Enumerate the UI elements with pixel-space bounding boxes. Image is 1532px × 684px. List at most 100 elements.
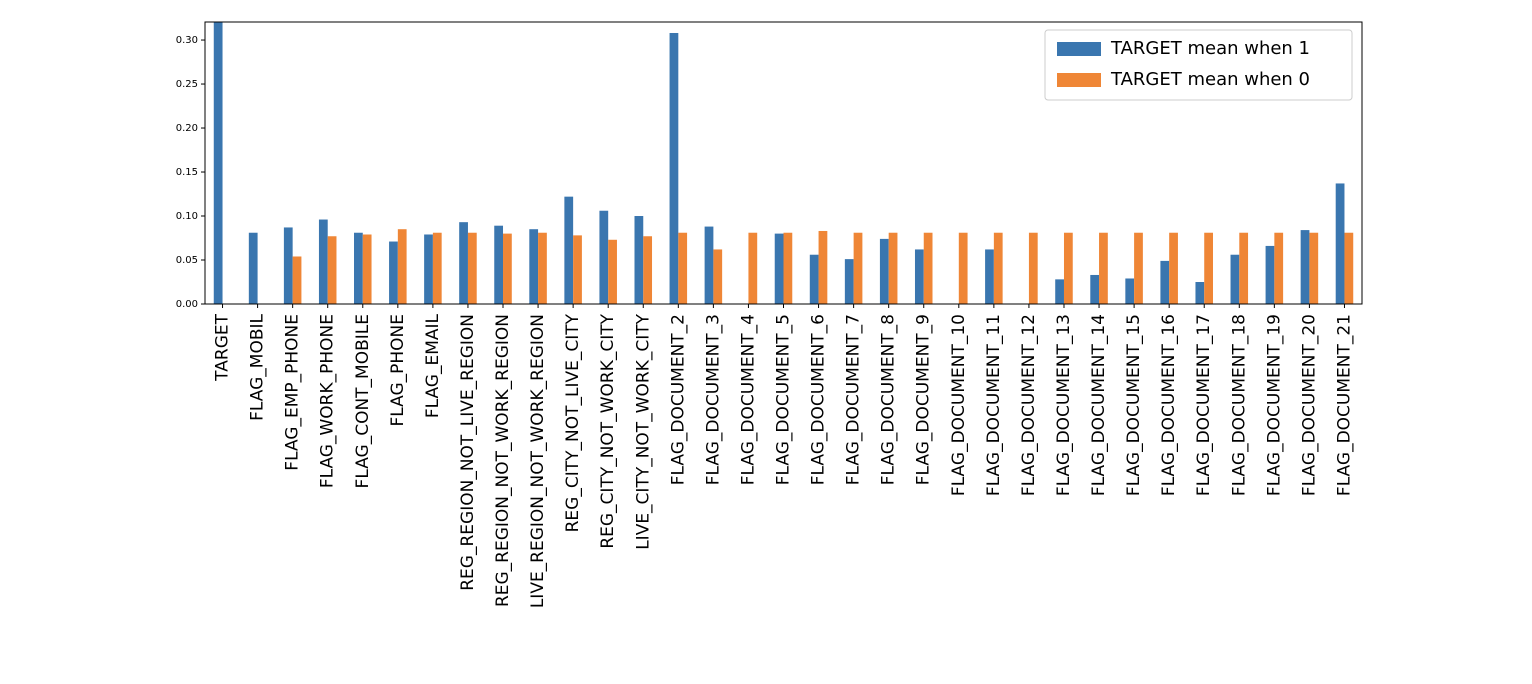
x-tick-label: FLAG_DOCUMENT_5 [774,314,794,485]
bar [634,216,644,304]
y-tick-label: 0.05 [176,255,198,266]
bar [494,225,504,304]
bar [467,232,477,304]
bar [213,22,223,304]
x-tick-label: FLAG_DOCUMENT_11 [984,314,1004,496]
x-tick-label: FLAG_PHONE [388,314,408,427]
bar [1300,230,1310,304]
bar [809,254,819,304]
bar [424,234,433,304]
bar [643,236,653,304]
bar [1274,232,1284,304]
bar [459,222,468,304]
legend-swatch [1057,42,1101,56]
bar [669,32,679,304]
x-tick-label: FLAG_DOCUMENT_16 [1159,314,1179,496]
bar [1063,232,1073,304]
x-tick-label: FLAG_DOCUMENT_15 [1124,314,1144,496]
x-tick-label: FLAG_DOCUMENT_17 [1194,314,1214,496]
bar [914,249,924,304]
x-tick-label: FLAG_DOCUMENT_19 [1264,314,1284,496]
y-tick-label: 0.30 [176,35,198,46]
bar [844,259,854,304]
bar [327,236,337,304]
bar [1335,183,1345,304]
bar [1309,232,1319,304]
bar [318,219,328,304]
x-tick-label: FLAG_CONT_MOBILE [353,314,373,488]
x-tick-label: FLAG_DOCUMENT_3 [703,314,723,485]
x-tick-label: FLAG_MOBIL [248,313,268,420]
bars [213,22,1354,304]
legend-label: TARGET mean when 1 [1110,38,1310,59]
x-tick-label: FLAG_DOCUMENT_14 [1089,314,1109,496]
bar [362,234,372,304]
bar [678,232,688,304]
x-tick-label: FLAG_DOCUMENT_6 [809,314,829,485]
y-tick-label: 0.10 [176,211,198,222]
x-tick-label: FLAG_WORK_PHONE [318,314,338,488]
bar [1090,274,1100,304]
bar [608,239,617,304]
x-tick-label: FLAG_DOCUMENT_10 [949,314,969,496]
bar [1169,232,1178,304]
x-tick-label: FLAG_DOCUMENT_8 [879,314,899,485]
bar [783,232,793,304]
x-tick-label: FLAG_DOCUMENT_18 [1229,314,1249,496]
bar [248,232,258,304]
y-tick-label: 0.25 [176,79,198,90]
legend-swatch [1057,73,1101,87]
x-tick-label: FLAG_EMAIL [423,313,443,418]
bar [1204,232,1213,304]
x-tick-label: FLAG_DOCUMENT_7 [844,314,864,485]
x-tick-label: LIVE_CITY_NOT_WORK_CITY [633,313,653,549]
bar [704,226,714,304]
bar [958,232,968,304]
bar [774,233,784,304]
bar [888,232,898,304]
x-tick-label: REG_REGION_NOT_WORK_REGION [493,314,513,607]
bar [818,230,828,304]
x-tick-label: FLAG_DOCUMENT_2 [668,314,688,485]
x-tick-label: TARGET [213,313,233,381]
x-tick-label: REG_REGION_NOT_LIVE_REGION [458,314,478,591]
bar [1230,254,1240,304]
bar [853,232,863,304]
bar [1125,278,1135,304]
bar [993,232,1003,304]
bar [1265,245,1275,304]
x-tick-label: FLAG_DOCUMENT_12 [1019,314,1039,496]
bar [432,232,442,304]
legend-label: TARGET mean when 0 [1110,69,1310,90]
y-tick-label: 0.15 [176,167,198,178]
x-tick-label: REG_CITY_NOT_LIVE_CITY [563,313,583,532]
bar [1099,232,1108,304]
bar [1055,279,1064,304]
bar [985,249,994,304]
x-tick-label: FLAG_EMP_PHONE [283,314,303,471]
bar [292,256,302,304]
bar [599,210,609,304]
bar [1028,232,1038,304]
bar [1160,260,1170,304]
x-tick-label: FLAG_DOCUMENT_21 [1334,314,1354,496]
x-tick-label: FLAG_DOCUMENT_13 [1054,314,1074,496]
bar [1344,232,1354,304]
bar [713,249,723,304]
bar [354,232,363,304]
bar [923,232,933,304]
bar [879,238,889,304]
bar [503,233,512,304]
bar [564,196,574,304]
bar [1195,282,1205,304]
bar [397,229,407,304]
x-tick-label: FLAG_DOCUMENT_9 [914,314,934,485]
x-tick-label: LIVE_REGION_NOT_WORK_REGION [528,314,548,608]
bar [283,227,293,304]
y-tick-label: 0.20 [176,123,198,134]
bar [1239,232,1249,304]
x-tick-label: FLAG_DOCUMENT_4 [738,314,758,485]
y-tick-label: 0.00 [176,299,198,310]
bar [748,232,758,304]
